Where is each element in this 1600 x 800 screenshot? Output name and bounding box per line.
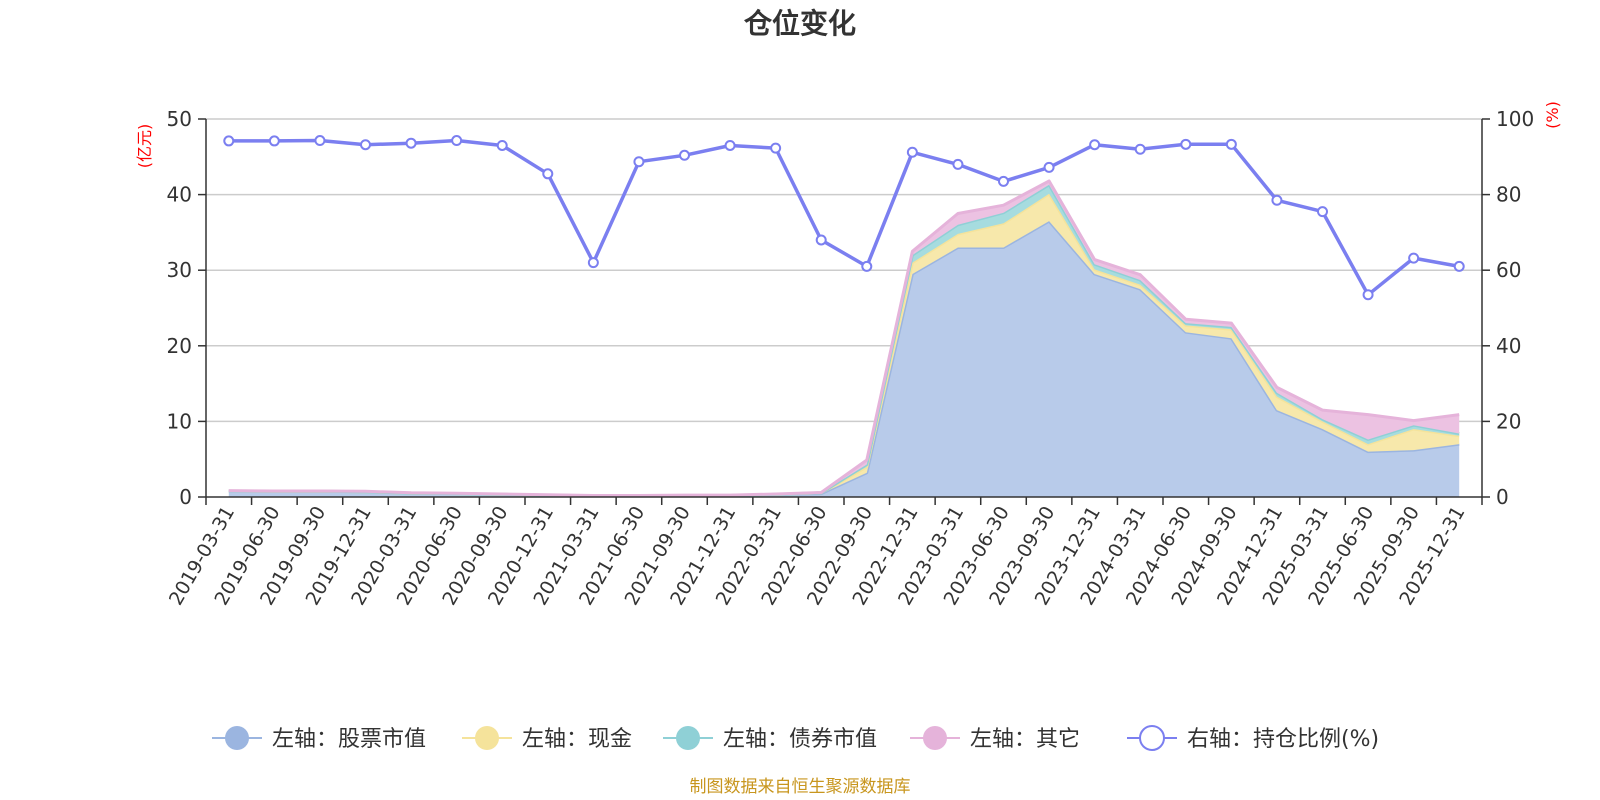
holding-ratio-point xyxy=(633,156,645,168)
holding-ratio-point xyxy=(360,139,371,151)
holding-ratio-point xyxy=(1134,143,1146,155)
holding-ratio-point xyxy=(1362,289,1374,301)
grid-lines xyxy=(206,118,1482,423)
line-series xyxy=(223,135,1465,301)
holding-ratio-point xyxy=(1180,138,1192,150)
legend-item-label: 左轴：现金 xyxy=(522,727,632,752)
right-axis-tick-label: 0 xyxy=(1496,485,1509,509)
axes: 010203040500204060801002019-03-312019-06… xyxy=(165,107,1534,609)
holding-ratio-point xyxy=(952,158,964,170)
holding-ratio-point xyxy=(906,146,918,158)
left-axis-tick-label: 40 xyxy=(167,183,192,207)
holding-ratio-point xyxy=(268,135,280,147)
holding-ratio-point xyxy=(815,234,827,246)
right-axis-tick-label: 20 xyxy=(1496,409,1521,433)
holding-ratio-point xyxy=(587,257,599,269)
legend-item-label: 左轴：股票市值 xyxy=(272,727,426,752)
holding-ratio-point xyxy=(1271,194,1283,206)
holding-ratio-point xyxy=(1089,139,1101,151)
holding-ratio-point xyxy=(998,175,1009,187)
legend-circle-marker xyxy=(1139,725,1165,751)
holding-ratio-point xyxy=(314,135,326,147)
legend-circle-marker xyxy=(676,726,700,750)
right-axis-tick-label: 40 xyxy=(1496,334,1521,358)
area-edge-4 xyxy=(228,179,1460,497)
area-fill-1 xyxy=(228,221,1460,497)
legend-circle-marker xyxy=(923,726,947,750)
legend: 左轴：股票市值 左轴：现金 左轴：债券市值 左轴：其它 右轴：持仓比例(%) xyxy=(212,725,1379,752)
holding-ratio-point xyxy=(542,168,554,180)
left-axis-unit-label: (亿元) xyxy=(135,124,154,169)
left-axis-tick-label: 10 xyxy=(167,409,192,433)
legend-item-label: 左轴：债券市值 xyxy=(723,727,877,752)
left-axis-tick-label: 20 xyxy=(167,334,192,358)
holding-ratio-point xyxy=(1408,252,1420,264)
right-axis-tick-label: 100 xyxy=(1496,107,1534,131)
holding-ratio-point xyxy=(724,139,736,151)
data-source-note: 制图数据来自恒生聚源数据库 xyxy=(690,777,911,797)
right-axis-unit-label: (%) xyxy=(1543,101,1562,129)
holding-ratio-point xyxy=(679,149,690,161)
holding-ratio-point xyxy=(1225,138,1237,150)
legend-circle-marker xyxy=(225,726,249,750)
holding-ratio-point xyxy=(405,137,417,149)
legend-item-label: 右轴：持仓比例(%) xyxy=(1187,727,1379,752)
holding-ratio-point xyxy=(770,142,782,154)
holding-ratio-line xyxy=(228,138,1460,297)
area-series xyxy=(228,179,1460,498)
legend-item-label: 左轴：其它 xyxy=(970,727,1080,752)
left-axis-tick-label: 50 xyxy=(167,107,192,131)
holding-ratio-point xyxy=(1453,260,1465,272)
left-axis-tick-label: 0 xyxy=(179,485,192,509)
chart-title: 仓位变化 xyxy=(744,7,856,40)
holding-ratio-point xyxy=(451,135,463,147)
holding-ratio-point xyxy=(1043,161,1055,173)
holding-ratio-point xyxy=(223,135,235,147)
left-axis-tick-label: 30 xyxy=(167,258,192,282)
holding-ratio-point xyxy=(861,260,873,272)
holding-ratio-point xyxy=(1317,206,1328,218)
legend-circle-marker xyxy=(475,726,499,750)
right-axis-tick-label: 80 xyxy=(1496,183,1521,207)
right-axis-tick-label: 60 xyxy=(1496,258,1521,282)
holding-ratio-point xyxy=(496,139,508,151)
